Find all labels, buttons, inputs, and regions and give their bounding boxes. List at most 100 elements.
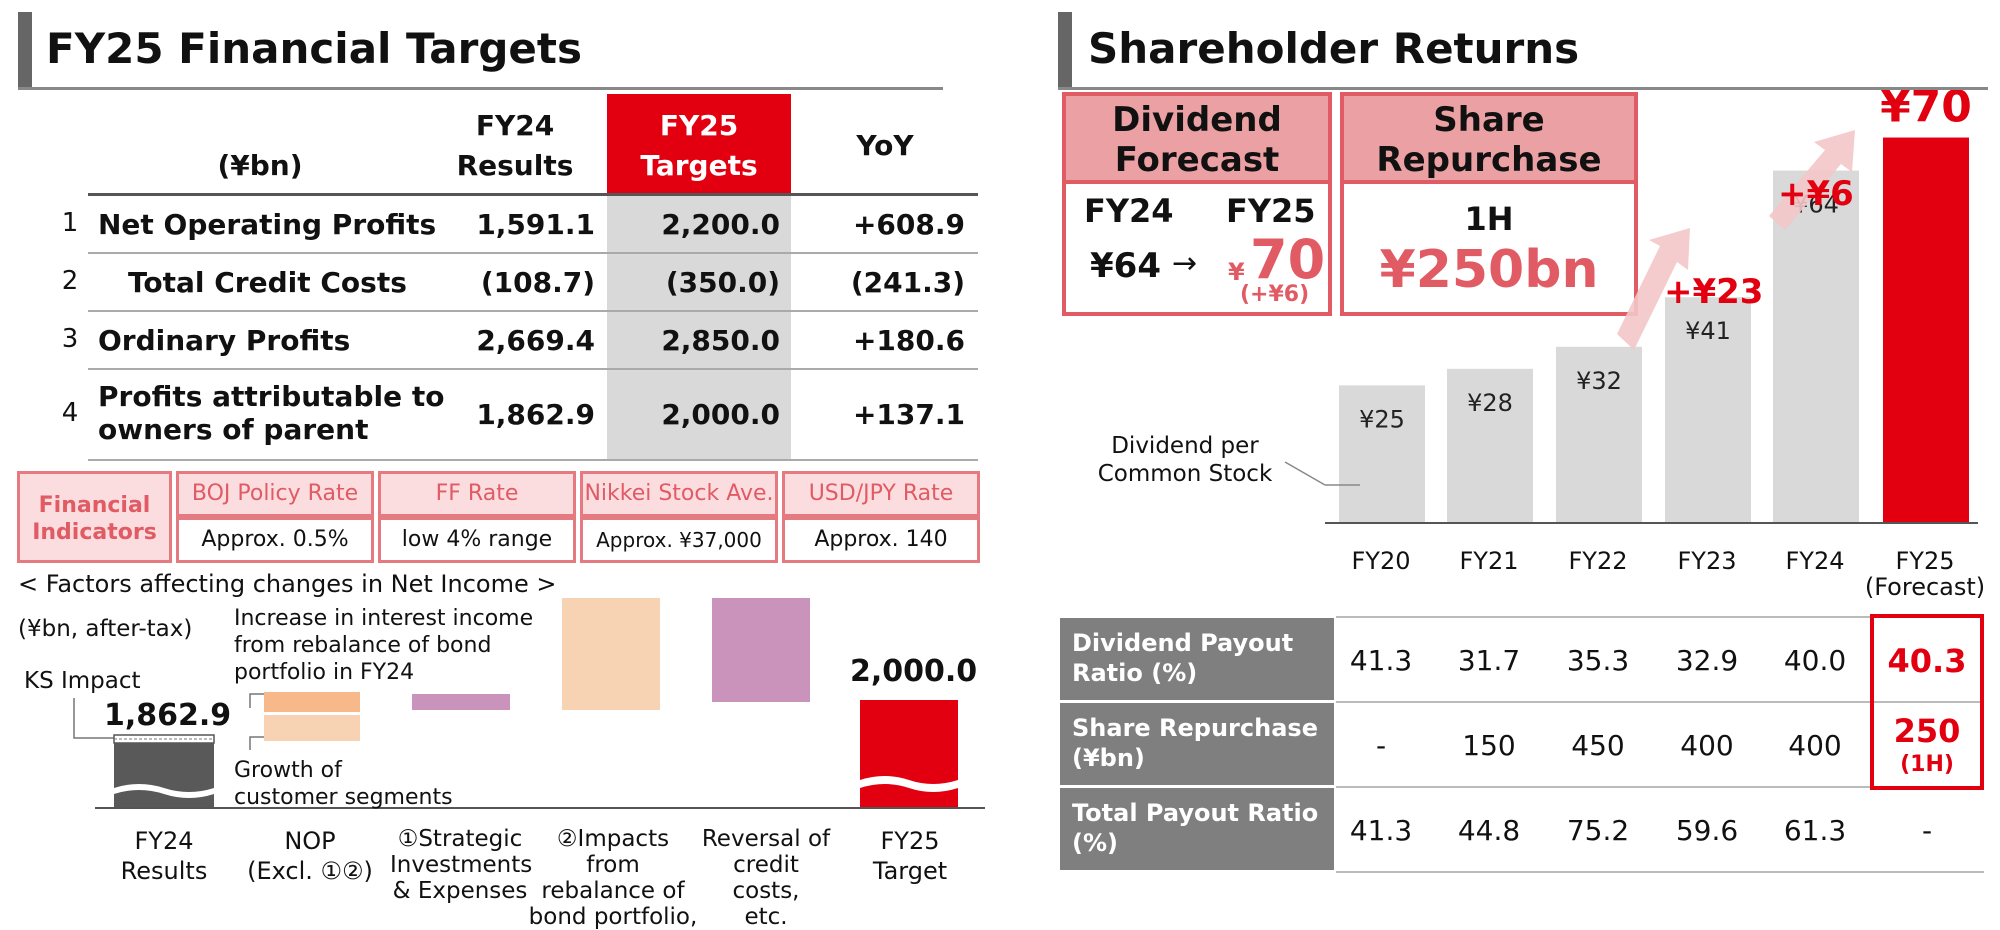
x-label-fy20: FY20 bbox=[1351, 547, 1411, 575]
cell: 35.3 bbox=[1566, 644, 1630, 677]
fy25-share-repurchase: 250 bbox=[1893, 712, 1961, 750]
ks-impact-leader bbox=[73, 698, 116, 739]
dividend-value-label: ¥41 bbox=[1685, 317, 1731, 345]
dividend-fy24-value: ¥64 bbox=[1090, 246, 1161, 286]
cell: 450 bbox=[1571, 729, 1625, 762]
section-marker-left bbox=[18, 12, 32, 90]
waterfall-bar-rebalance bbox=[562, 598, 660, 710]
dividend-fy25-value: 70 bbox=[1250, 228, 1326, 291]
row-divider bbox=[1336, 871, 1984, 873]
row-fy24: 1,862.9 bbox=[476, 398, 595, 431]
fy25-column-highlight bbox=[607, 94, 791, 194]
section-underline-right bbox=[1058, 87, 1988, 90]
table-header-line bbox=[88, 193, 978, 196]
waterfall-end-value: 2,000.0 bbox=[850, 654, 978, 689]
row-fy25: 2,000.0 bbox=[661, 398, 780, 431]
dividend-bar-fy21 bbox=[1447, 368, 1533, 523]
waterfall-bar-fy24 bbox=[114, 743, 214, 807]
dividend-forecast-box bbox=[1062, 92, 1332, 316]
x-label-fy22: FY22 bbox=[1568, 547, 1628, 575]
row-yoy: +137.1 bbox=[852, 398, 965, 431]
indicator-nikkei-value: Approx. ¥37,000 bbox=[580, 517, 778, 563]
cell: 32.9 bbox=[1675, 644, 1739, 677]
col-header-fy24: FY24 Results bbox=[456, 109, 574, 182]
row-fy25: 2,200.0 bbox=[661, 208, 780, 241]
section-marker-right bbox=[1058, 12, 1072, 90]
row-label-total-payout: Total Payout Ratio (%) bbox=[1060, 788, 1334, 870]
cell: 61.3 bbox=[1783, 814, 1847, 847]
dividend-value-label: ¥70 bbox=[1880, 90, 1972, 133]
repurchase-period: 1H bbox=[1464, 200, 1514, 238]
indicator-ff-value: low 4% range bbox=[378, 517, 576, 563]
waterfall-label-rebalance: ②Impacts from rebalance of bond portfolio, bbox=[528, 826, 698, 930]
row-divider bbox=[1336, 701, 1984, 703]
cell: 150 bbox=[1462, 729, 1516, 762]
row-fy24: 2,669.4 bbox=[476, 324, 595, 357]
cell: 44.8 bbox=[1457, 814, 1521, 847]
indicator-usdjpy-value: Approx. 140 bbox=[782, 517, 980, 563]
waterfall-unit: (¥bn, after-tax) bbox=[18, 616, 193, 642]
annotation-customer-growth: Growth of customer segments bbox=[234, 758, 453, 810]
growth-arrow-fy23 bbox=[1617, 228, 1690, 350]
waterfall-bar-nop-growth bbox=[264, 715, 360, 741]
waterfall-bar-nop-interest bbox=[264, 692, 360, 712]
waterfall-chart bbox=[95, 598, 985, 809]
row-index: 2 bbox=[61, 266, 79, 296]
cell: - bbox=[1375, 729, 1387, 762]
x-label-fy23: FY23 bbox=[1677, 547, 1737, 575]
row-yoy: +180.6 bbox=[852, 324, 965, 357]
cell: 40.0 bbox=[1783, 644, 1847, 677]
indicator-usdjpy-name: USD/JPY Rate bbox=[782, 471, 980, 517]
waterfall-label-nop: NOP (Excl. ①②) bbox=[247, 827, 373, 885]
dividend-bar-fy20 bbox=[1339, 385, 1425, 523]
cell: 400 bbox=[1680, 729, 1734, 762]
dividend-header-divider bbox=[1066, 180, 1328, 184]
table-top-line bbox=[1336, 616, 1984, 618]
x-label-fy25: FY25 (Forecast) bbox=[1864, 547, 1986, 601]
fy25-total-payout: - bbox=[1921, 814, 1933, 847]
fy25-table-highlight bbox=[1870, 614, 1984, 790]
col-header-yoy: YoY bbox=[856, 129, 914, 162]
repurchase-amount: ¥250bn bbox=[1379, 240, 1599, 300]
dividend-arrow-icon: → bbox=[1172, 246, 1198, 281]
x-label-fy24: FY24 bbox=[1785, 547, 1845, 575]
waterfall-label-strategic: ①Strategic Investments & Expenses bbox=[390, 826, 533, 904]
dividend-value-label: ¥32 bbox=[1576, 367, 1622, 395]
section-title-financial-targets: FY25 Financial Targets bbox=[46, 24, 582, 73]
row-index: 1 bbox=[61, 208, 79, 238]
waterfall-start-value: 1,862.9 bbox=[104, 698, 232, 733]
ks-impact-label: KS Impact bbox=[24, 668, 141, 694]
cell: 75.2 bbox=[1566, 814, 1630, 847]
dividend-fy25-label: FY25 bbox=[1226, 192, 1316, 230]
waterfall-label-reversal: Reversal of credit costs, etc. bbox=[701, 826, 831, 930]
waterfall-label-fy24: FY24 Results bbox=[120, 827, 208, 885]
repurchase-header-divider bbox=[1344, 180, 1634, 184]
dividend-fy24-label: FY24 bbox=[1084, 192, 1174, 230]
row-fy25: (350.0) bbox=[665, 266, 780, 299]
section-title-shareholder-returns: Shareholder Returns bbox=[1088, 24, 1580, 73]
col-header-fy25: FY25 Targets bbox=[640, 109, 758, 182]
dividend-value-label: ¥28 bbox=[1467, 389, 1513, 417]
row-label: Total Credit Costs bbox=[128, 266, 407, 299]
dividend-value-label: ¥25 bbox=[1359, 405, 1405, 433]
cell: 31.7 bbox=[1457, 644, 1521, 677]
row-label-payout-ratio: Dividend Payout Ratio (%) bbox=[1060, 618, 1334, 700]
annotation-interest-income: Increase in interest income from rebalan… bbox=[234, 606, 534, 685]
row-label: Profits attributable to owners of parent bbox=[98, 380, 445, 446]
dividend-bar-fy23 bbox=[1665, 297, 1751, 523]
indicator-boj-name: BOJ Policy Rate bbox=[176, 471, 374, 517]
indicator-nikkei-name: Nikkei Stock Ave. bbox=[580, 471, 778, 517]
dividend-chart: ¥25¥28¥32¥41¥64¥70 bbox=[1284, 90, 1978, 524]
indicator-ff-name: FF Rate bbox=[378, 471, 576, 517]
increment-fy24: +¥6 bbox=[1778, 174, 1854, 214]
dps-label: Dividend per Common Stock bbox=[1097, 433, 1273, 487]
growth-arrow-fy25 bbox=[1769, 130, 1855, 230]
row-divider bbox=[1336, 786, 1984, 788]
share-repurchase-header: Share Repurchase bbox=[1344, 96, 1634, 180]
dps-leader bbox=[1284, 461, 1326, 486]
row-index: 4 bbox=[61, 398, 79, 428]
increment-fy23: +¥23 bbox=[1664, 272, 1764, 312]
row-label: Ordinary Profits bbox=[98, 324, 351, 357]
row-divider bbox=[88, 252, 978, 254]
table-unit: (¥bn) bbox=[217, 149, 303, 182]
